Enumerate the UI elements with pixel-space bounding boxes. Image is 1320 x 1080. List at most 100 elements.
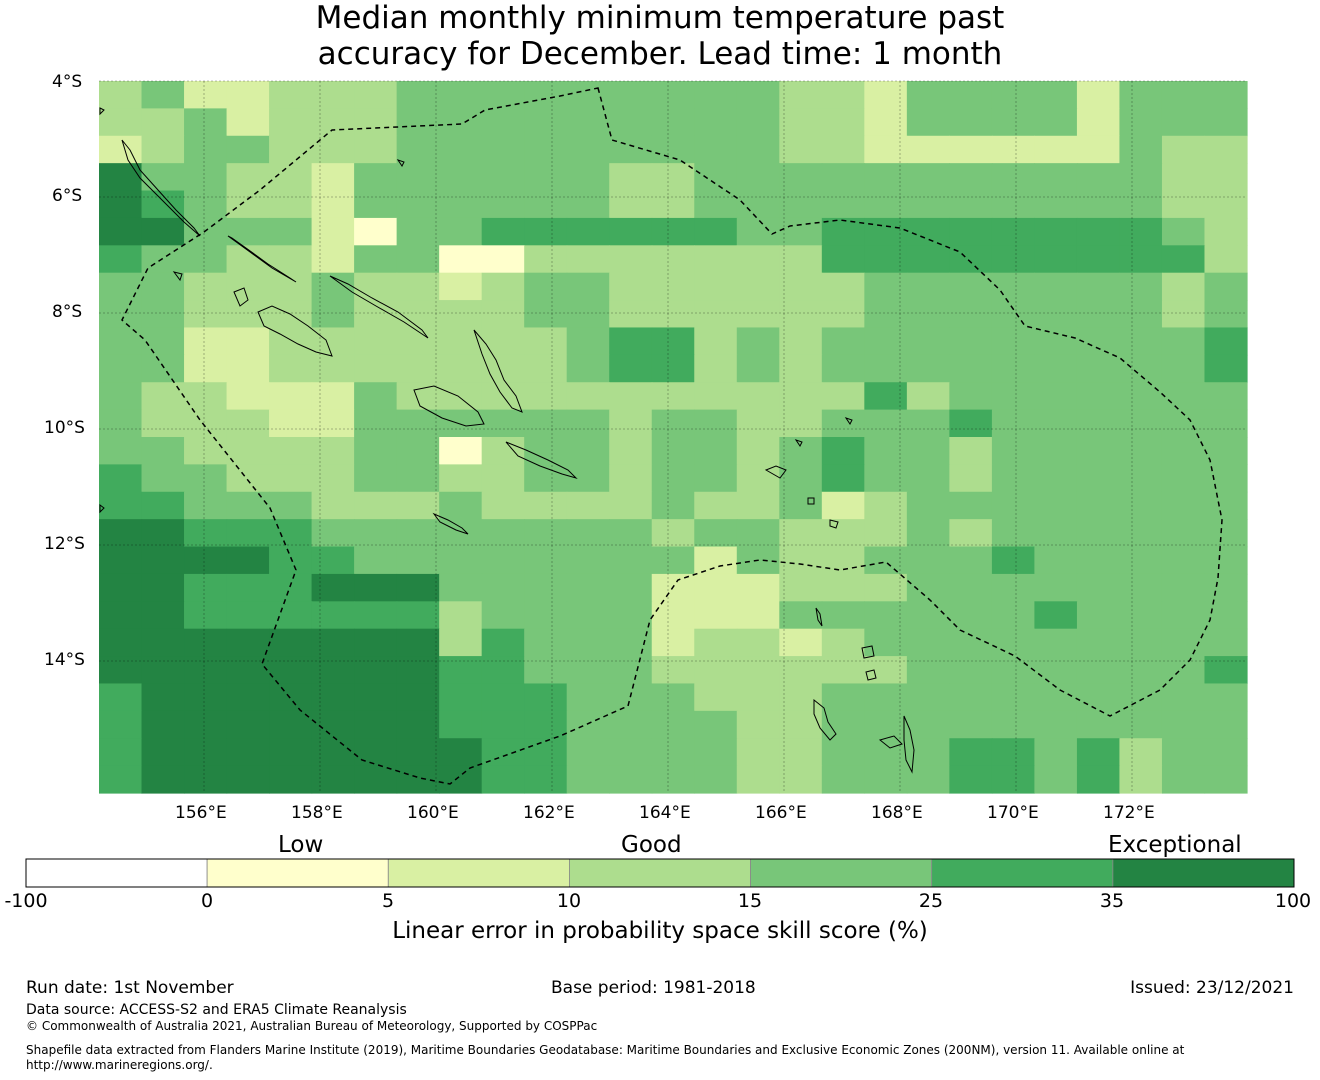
grid-cell xyxy=(609,190,653,219)
grid-cell xyxy=(949,710,993,739)
grid-cell xyxy=(1161,765,1206,794)
grid-cell xyxy=(864,710,908,739)
grid-cell xyxy=(1076,272,1121,301)
grid-cell xyxy=(991,409,1036,438)
grid-cell xyxy=(311,765,355,794)
grid-cell xyxy=(991,573,1036,602)
grid-cell xyxy=(651,491,695,520)
grid-cell xyxy=(311,245,355,274)
grid-cell xyxy=(1161,573,1206,602)
grid-cell xyxy=(566,738,610,767)
grid-cell xyxy=(1161,272,1206,301)
grid-cell xyxy=(439,519,483,548)
grid-cell xyxy=(779,163,823,192)
grid-cell xyxy=(566,217,610,246)
grid-cell xyxy=(821,81,865,109)
grid-cell xyxy=(736,765,780,794)
grid-cell xyxy=(269,546,313,575)
grid-cell xyxy=(524,765,568,794)
grid-cell xyxy=(354,683,398,712)
grid-cell xyxy=(184,382,228,411)
grid-cell xyxy=(651,656,695,685)
grid-cell xyxy=(269,491,313,520)
grid-cell xyxy=(736,382,780,411)
grid-cell xyxy=(864,491,908,520)
grid-cell xyxy=(1204,217,1248,246)
grid-cell xyxy=(821,135,865,164)
grid-cell xyxy=(821,491,865,520)
grid-cell xyxy=(609,573,653,602)
grid-cell xyxy=(524,272,568,301)
issued-date: Issued: 23/12/2021 xyxy=(1130,978,1294,998)
colorbar xyxy=(25,858,1295,888)
grid-cell xyxy=(566,272,610,301)
grid-cell xyxy=(269,683,313,712)
grid-cell xyxy=(269,108,313,137)
colorbar-segment xyxy=(206,858,389,888)
grid-cell xyxy=(439,272,483,301)
grid-cell xyxy=(991,354,1036,383)
grid-cell xyxy=(439,491,483,520)
lon-label-160e: 160°E xyxy=(407,803,459,823)
grid-cell xyxy=(779,300,823,329)
grid-cell xyxy=(609,163,653,192)
grid-cell xyxy=(694,601,738,630)
grid-cell xyxy=(1076,382,1121,411)
grid-cell xyxy=(99,245,143,274)
bougainville-outline xyxy=(121,139,201,237)
grid-cell xyxy=(779,464,823,493)
lat-label-14s: 14°S xyxy=(44,650,85,670)
lat-label-8s: 8°S xyxy=(52,302,83,322)
grid-cell xyxy=(949,464,993,493)
grid-cell xyxy=(354,765,398,794)
grid-cell xyxy=(1034,656,1078,685)
grid-cell xyxy=(1119,272,1163,301)
grid-cell xyxy=(1076,437,1121,465)
grid-cell xyxy=(141,135,185,164)
grid-cell xyxy=(439,464,483,493)
grid-cell xyxy=(396,546,440,575)
grid-cell xyxy=(481,272,525,301)
grid-cell xyxy=(141,245,185,274)
colorbar-frame xyxy=(25,858,1295,888)
colorbar-segment xyxy=(25,858,208,888)
grid-cell xyxy=(439,628,483,657)
grid-cell xyxy=(1076,628,1121,657)
grid-cell xyxy=(99,765,143,794)
grid-cell xyxy=(524,217,568,246)
grid-cell xyxy=(141,573,185,602)
grid-cell xyxy=(226,573,270,602)
grid-cell xyxy=(651,81,695,109)
grid-cell xyxy=(949,601,993,630)
colorbar-segment xyxy=(387,858,570,888)
grid-cell xyxy=(779,491,823,520)
grid-cell xyxy=(864,300,908,329)
grid-cell xyxy=(184,300,228,329)
grid-cell xyxy=(779,519,823,548)
grid-cell xyxy=(609,437,653,465)
grid-cell xyxy=(354,409,398,438)
grid-cell xyxy=(949,245,993,274)
grid-cell xyxy=(864,573,908,602)
grid-cell xyxy=(609,354,653,383)
grid-cell xyxy=(354,272,398,301)
grid-cell xyxy=(311,437,355,465)
grid-cell xyxy=(609,245,653,274)
grid-cell xyxy=(99,738,143,767)
grid-cell xyxy=(949,765,993,794)
grid-cell xyxy=(184,738,228,767)
grid-cell xyxy=(184,573,228,602)
grid-cell xyxy=(141,81,185,109)
grid-cell xyxy=(779,546,823,575)
grid-cell xyxy=(1204,546,1248,575)
grid-cell xyxy=(311,519,355,548)
colorbar-tick: 15 xyxy=(737,890,763,912)
grid-cell xyxy=(821,546,865,575)
grid-cell xyxy=(1034,327,1078,356)
grid-cell xyxy=(524,710,568,739)
grid-cell xyxy=(226,765,270,794)
island-outlines xyxy=(99,107,915,774)
grid-cell xyxy=(736,464,780,493)
grid-cell xyxy=(1119,382,1163,411)
grid-cell xyxy=(651,546,695,575)
